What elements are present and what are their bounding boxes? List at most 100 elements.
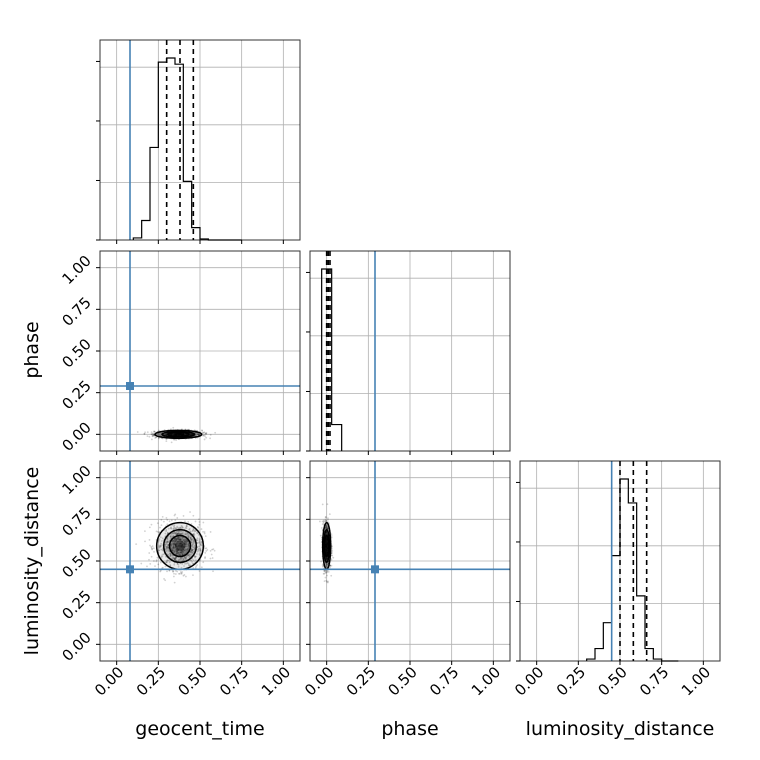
sample-point: [158, 437, 160, 440]
sample-point: [150, 545, 153, 548]
sample-point: [177, 433, 180, 436]
sample-point: [186, 540, 189, 542]
sample-point: [172, 545, 175, 548]
sample-point: [209, 433, 212, 436]
sample-point: [181, 550, 183, 552]
sample-point: [174, 433, 177, 436]
sample-point: [176, 547, 179, 550]
sample-point: [178, 432, 181, 435]
sample-point: [174, 433, 177, 436]
sample-point: [182, 559, 185, 562]
sample-point: [173, 540, 176, 543]
sample-point: [173, 561, 176, 564]
sample-point: [195, 555, 197, 558]
sample-point: [209, 437, 212, 440]
sample-point: [170, 544, 172, 547]
sample-point: [181, 549, 183, 552]
sample-point: [188, 535, 190, 537]
sample-point: [177, 536, 180, 539]
sample-point: [182, 553, 185, 556]
sample-point: [173, 558, 176, 561]
sample-point: [161, 566, 164, 569]
sample-point: [178, 544, 181, 547]
sample-point: [182, 532, 184, 535]
sample-point: [185, 554, 188, 557]
sample-point: [148, 558, 150, 561]
sample-point: [182, 538, 185, 541]
sample-point: [178, 545, 181, 548]
sample-point: [193, 532, 195, 535]
sample-point: [183, 543, 186, 545]
sample-point: [177, 552, 180, 555]
sample-point: [165, 550, 168, 552]
sample-point: [192, 528, 195, 531]
x-tick-label: 0.50: [174, 663, 210, 699]
sample-point: [187, 562, 190, 565]
sample-point: [184, 557, 187, 560]
sample-point: [191, 549, 193, 551]
sample-point: [182, 433, 185, 436]
sample-point: [188, 556, 191, 559]
sample-point: [181, 545, 184, 548]
sample-point: [185, 556, 188, 558]
sample-point: [182, 548, 185, 551]
sample-point: [159, 561, 162, 564]
sample-point: [177, 530, 180, 533]
sample-point: [175, 538, 178, 541]
sample-point: [185, 539, 188, 541]
density-level: [173, 432, 184, 437]
sample-point: [183, 549, 186, 552]
sample-point: [187, 554, 190, 557]
sample-point: [189, 433, 192, 436]
sample-point: [174, 519, 177, 522]
sample-point: [167, 544, 170, 547]
sample-point: [159, 544, 162, 547]
sample-point: [193, 529, 196, 532]
sample-point: [176, 545, 179, 548]
sample-point: [196, 433, 199, 435]
sample-point: [183, 433, 185, 436]
sample-point: [178, 532, 181, 535]
sample-point: [165, 433, 168, 435]
sample-point: [136, 431, 139, 433]
sample-point: [195, 565, 198, 568]
sample-point: [176, 537, 179, 540]
sample-point: [175, 545, 178, 548]
sample-point: [156, 522, 159, 525]
density-contour: [161, 430, 196, 438]
y-tick-label: 0.50: [58, 545, 94, 581]
sample-point: [205, 550, 208, 552]
sample-point: [182, 433, 185, 436]
sample-point: [150, 438, 153, 441]
sample-point: [182, 558, 185, 561]
sample-point: [174, 433, 177, 436]
sample-point: [175, 434, 178, 436]
sample-point: [191, 551, 194, 554]
sample-point: [173, 543, 176, 546]
sample-point: [172, 532, 174, 535]
sample-point: [194, 566, 197, 569]
sample-point: [182, 433, 185, 436]
sample-point: [171, 433, 174, 436]
sample-point: [173, 433, 176, 436]
sample-point: [157, 539, 160, 542]
sample-point: [184, 433, 187, 436]
sample-point: [211, 557, 214, 559]
sample-point: [172, 544, 175, 547]
sample-point: [172, 575, 175, 578]
sample-point: [153, 550, 155, 553]
sample-point: [172, 549, 174, 552]
sample-point: [184, 533, 187, 535]
sample-point: [212, 548, 215, 551]
sample-point: [174, 513, 177, 516]
sample-point: [175, 551, 178, 554]
sample-point: [177, 432, 180, 435]
sample-point: [174, 527, 177, 530]
sample-point: [183, 433, 186, 436]
sample-point: [192, 567, 195, 569]
sample-point: [180, 433, 183, 435]
ylabel-phase: phase: [21, 321, 43, 378]
sample-point: [172, 556, 175, 559]
sample-point: [175, 432, 178, 435]
sample-point: [171, 549, 174, 551]
